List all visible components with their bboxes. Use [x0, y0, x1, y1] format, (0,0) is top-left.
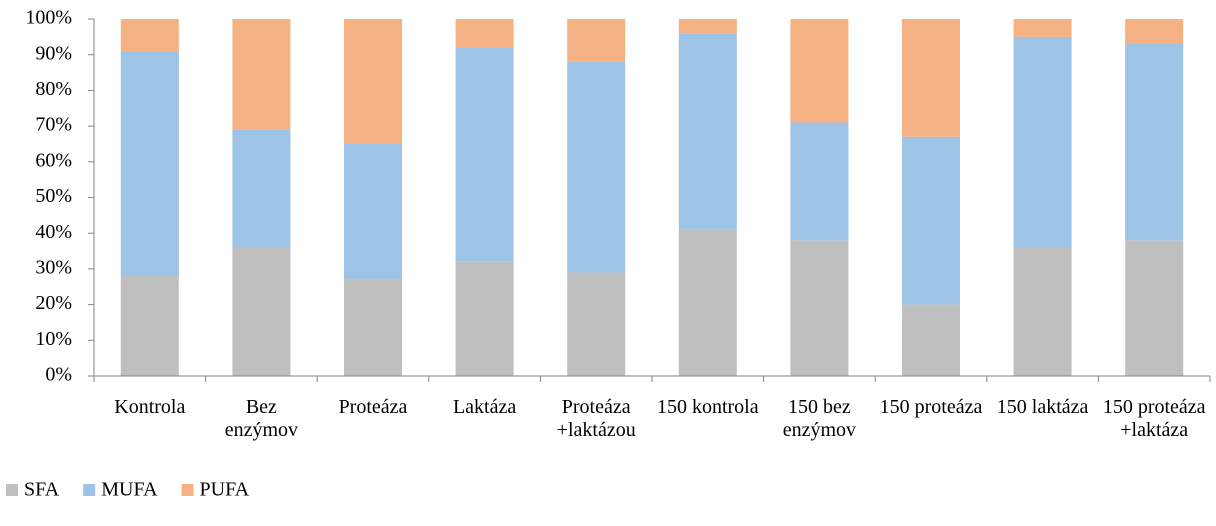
bar-segment — [567, 272, 626, 376]
legend-swatch — [181, 484, 194, 496]
bar-segment — [567, 19, 626, 62]
bar-segment — [1125, 43, 1184, 241]
legend-label: MUFA — [101, 479, 158, 501]
y-tick-label: 20% — [35, 292, 72, 314]
y-tick-label: 40% — [35, 221, 72, 243]
x-tick-label: 150 laktáza — [996, 396, 1089, 418]
y-tick-label: 70% — [35, 114, 72, 136]
bar-segment — [232, 129, 291, 248]
bar-segment — [902, 19, 960, 137]
bar-segment — [1013, 19, 1072, 37]
bar-segment — [1125, 240, 1184, 376]
legend-label: SFA — [24, 479, 60, 501]
y-tick-label: 0% — [45, 364, 72, 386]
legend-swatch — [83, 484, 96, 496]
bar-segment — [902, 304, 960, 376]
y-tick-label: 10% — [35, 328, 72, 350]
bar-segment — [120, 276, 179, 376]
bar-segment — [455, 19, 514, 48]
bar-segment — [902, 136, 960, 305]
x-tick-label: Proteáza +laktázou — [556, 396, 636, 441]
legend-label: PUFA — [200, 479, 250, 501]
bar-segment — [790, 122, 849, 241]
x-tick-label: 150 kontrola — [656, 396, 759, 418]
x-tick-label: Bez enzýmov — [224, 396, 299, 441]
y-tick-label: 30% — [35, 256, 72, 278]
x-tick-label: Kontrola — [114, 396, 186, 418]
bar-segment — [344, 279, 402, 376]
bar-segment — [790, 19, 849, 123]
x-tick-label: 150 proteáza +laktáza — [1102, 396, 1206, 441]
y-tick-label: 50% — [35, 185, 72, 207]
bar-segment — [232, 247, 291, 376]
y-tick-label: 80% — [35, 78, 72, 100]
bar-segment — [344, 143, 402, 280]
bar-segment — [678, 19, 737, 34]
legend-swatch — [6, 484, 18, 496]
bar-segment — [790, 240, 849, 376]
bar-segment — [678, 33, 737, 230]
x-tick-label: 150 bez enzýmov — [782, 396, 857, 441]
bar-segment — [1125, 19, 1184, 44]
bar-segment — [232, 19, 291, 130]
x-tick-label: Laktáza — [452, 396, 517, 418]
bar-segment — [455, 261, 514, 376]
bar-segment — [1013, 247, 1072, 376]
bar-segment — [567, 61, 626, 273]
bar-segment — [1013, 36, 1072, 248]
x-tick-label: Proteáza — [338, 396, 408, 418]
bar-segment — [455, 47, 514, 262]
bar-segment — [344, 19, 402, 144]
bar-segment — [678, 229, 737, 376]
y-tick-label: 60% — [35, 149, 72, 171]
bar-segment — [120, 19, 179, 52]
bar-segment — [120, 51, 179, 277]
x-tick-label: 150 proteáza — [879, 396, 983, 418]
y-tick-label: 90% — [35, 42, 72, 64]
y-tick-label: 100% — [25, 7, 72, 29]
